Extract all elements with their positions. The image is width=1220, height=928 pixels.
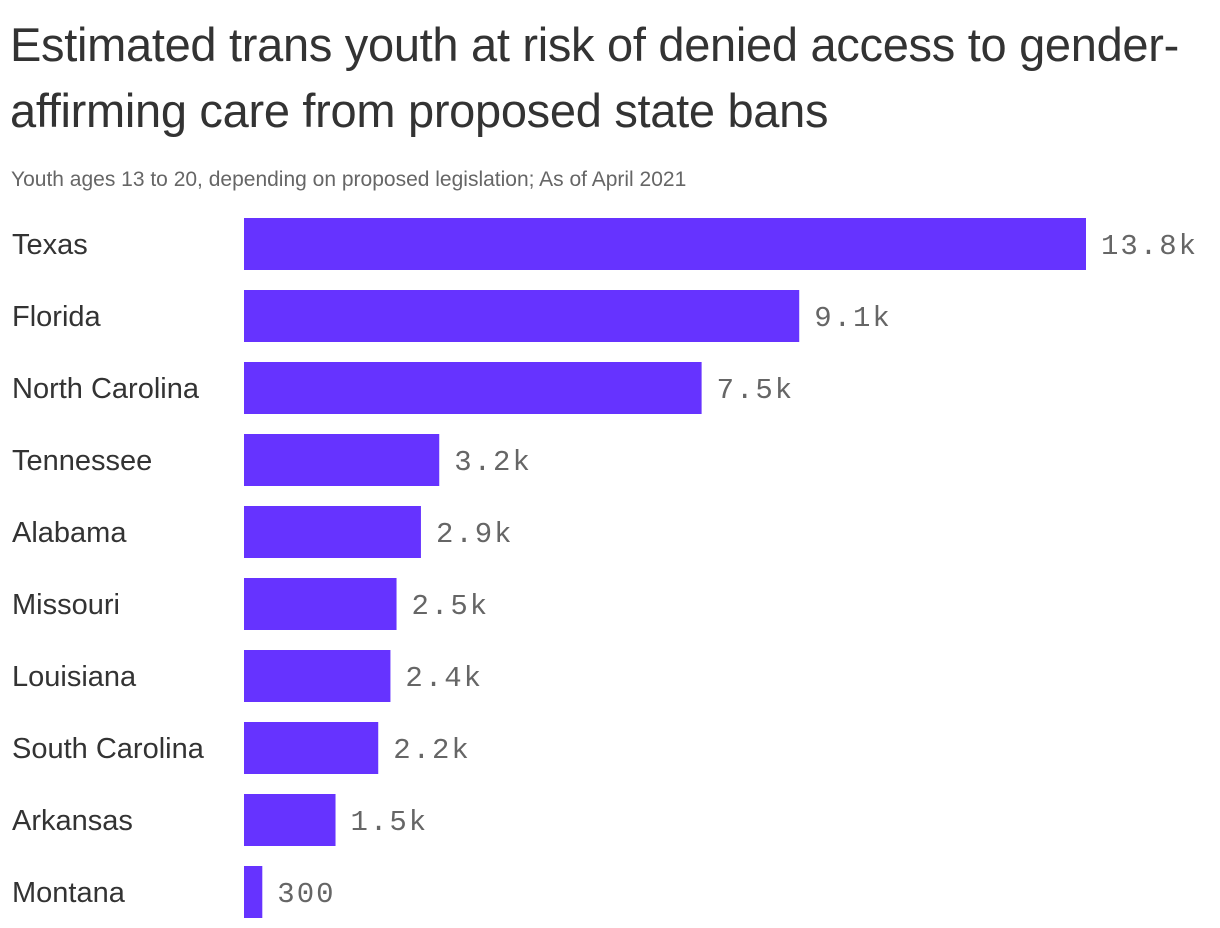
bar [244, 362, 702, 414]
bar [244, 578, 397, 630]
category-label: Tennessee [12, 445, 152, 477]
bar [244, 434, 440, 486]
bar [244, 506, 421, 558]
category-label: South Carolina [12, 733, 205, 765]
value-label: 2.9k [436, 518, 514, 551]
bar [244, 650, 391, 702]
bar [244, 722, 379, 774]
value-label: 7.5k [717, 374, 795, 407]
value-label: 9.1k [814, 302, 892, 335]
bar [244, 794, 336, 846]
value-label: 2.2k [393, 734, 471, 767]
category-label: Louisiana [12, 661, 137, 693]
category-label: Florida [12, 301, 102, 333]
bar [244, 290, 800, 342]
value-label: 1.5k [351, 806, 429, 839]
category-label: Missouri [12, 589, 120, 621]
bar [244, 218, 1086, 270]
chart-subtitle: Youth ages 13 to 20, depending on propos… [11, 168, 687, 191]
category-label: North Carolina [12, 373, 200, 405]
bar-chart: Texas 13.8k Florida 9.1k North Carolina 7.5k T… [12, 218, 1198, 918]
category-label: Arkansas [12, 805, 133, 837]
category-label: Texas [12, 229, 88, 261]
category-label: Alabama [12, 517, 127, 549]
value-label: 300 [277, 878, 335, 911]
chart-title: Estimated trans youth at risk of denied … [10, 18, 1179, 137]
value-label: 2.4k [405, 662, 483, 695]
bar [244, 866, 263, 918]
value-label: 13.8k [1101, 230, 1198, 263]
value-label: 2.5k [412, 590, 490, 623]
category-label: Montana [12, 877, 126, 909]
value-label: 3.2k [454, 446, 532, 479]
